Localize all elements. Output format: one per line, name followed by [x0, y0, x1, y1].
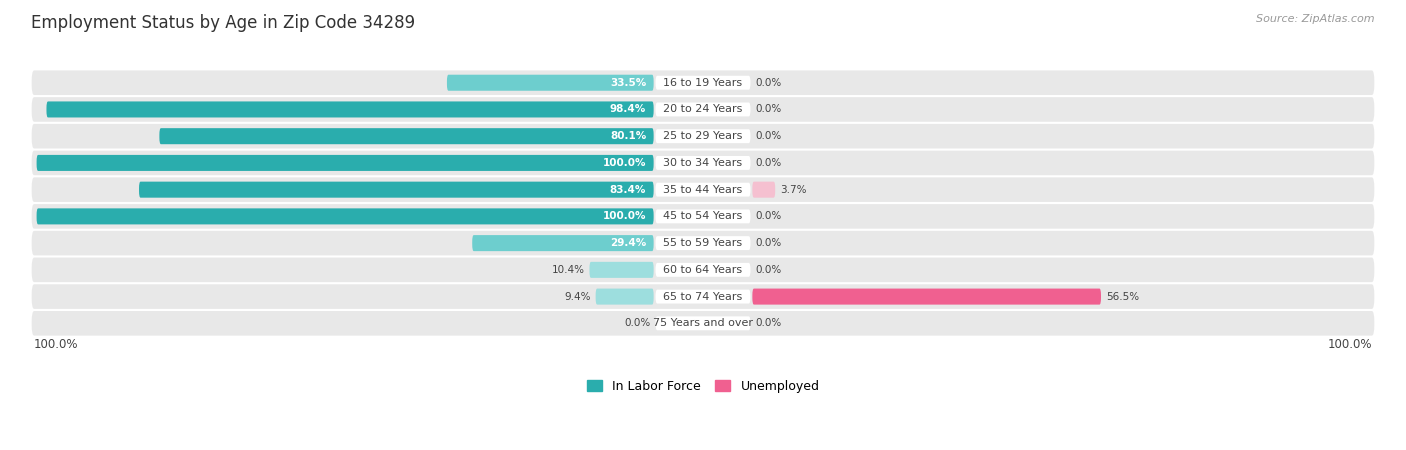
FancyBboxPatch shape	[37, 208, 654, 225]
Text: 100.0%: 100.0%	[1329, 338, 1372, 351]
Text: 65 to 74 Years: 65 to 74 Years	[664, 292, 742, 302]
FancyBboxPatch shape	[159, 128, 654, 144]
Text: 3.7%: 3.7%	[780, 184, 807, 195]
Text: 100.0%: 100.0%	[603, 158, 647, 168]
Text: 16 to 19 Years: 16 to 19 Years	[664, 78, 742, 88]
Text: 0.0%: 0.0%	[755, 131, 782, 141]
FancyBboxPatch shape	[655, 156, 751, 170]
FancyBboxPatch shape	[447, 75, 654, 91]
FancyBboxPatch shape	[655, 316, 751, 330]
Text: 0.0%: 0.0%	[755, 78, 782, 88]
Text: 100.0%: 100.0%	[34, 338, 77, 351]
Text: 100.0%: 100.0%	[603, 212, 647, 221]
FancyBboxPatch shape	[32, 71, 1374, 95]
Text: 9.4%: 9.4%	[564, 292, 591, 302]
Text: 56.5%: 56.5%	[1107, 292, 1139, 302]
Text: 25 to 29 Years: 25 to 29 Years	[664, 131, 742, 141]
Text: 0.0%: 0.0%	[755, 212, 782, 221]
Text: Employment Status by Age in Zip Code 34289: Employment Status by Age in Zip Code 342…	[31, 14, 415, 32]
FancyBboxPatch shape	[32, 231, 1374, 256]
Text: 35 to 44 Years: 35 to 44 Years	[664, 184, 742, 195]
Legend: In Labor Force, Unemployed: In Labor Force, Unemployed	[586, 380, 820, 393]
Text: 83.4%: 83.4%	[610, 184, 647, 195]
FancyBboxPatch shape	[655, 236, 751, 250]
FancyBboxPatch shape	[46, 101, 654, 117]
Text: 55 to 59 Years: 55 to 59 Years	[664, 238, 742, 248]
FancyBboxPatch shape	[32, 151, 1374, 175]
FancyBboxPatch shape	[655, 76, 751, 90]
Text: 0.0%: 0.0%	[755, 265, 782, 275]
FancyBboxPatch shape	[32, 204, 1374, 229]
FancyBboxPatch shape	[32, 177, 1374, 202]
Text: 0.0%: 0.0%	[755, 318, 782, 328]
Text: 75 Years and over: 75 Years and over	[652, 318, 754, 328]
Text: 0.0%: 0.0%	[755, 158, 782, 168]
Text: 45 to 54 Years: 45 to 54 Years	[664, 212, 742, 221]
Text: 33.5%: 33.5%	[610, 78, 647, 88]
Text: 0.0%: 0.0%	[624, 318, 651, 328]
FancyBboxPatch shape	[37, 155, 654, 171]
FancyBboxPatch shape	[32, 284, 1374, 309]
Text: 0.0%: 0.0%	[755, 104, 782, 114]
Text: 0.0%: 0.0%	[755, 238, 782, 248]
FancyBboxPatch shape	[32, 97, 1374, 122]
FancyBboxPatch shape	[139, 182, 654, 198]
FancyBboxPatch shape	[655, 129, 751, 143]
FancyBboxPatch shape	[32, 311, 1374, 336]
FancyBboxPatch shape	[32, 124, 1374, 148]
Text: 98.4%: 98.4%	[610, 104, 647, 114]
FancyBboxPatch shape	[655, 290, 751, 304]
Text: 20 to 24 Years: 20 to 24 Years	[664, 104, 742, 114]
FancyBboxPatch shape	[752, 288, 1101, 305]
FancyBboxPatch shape	[752, 182, 775, 198]
FancyBboxPatch shape	[589, 262, 654, 278]
FancyBboxPatch shape	[596, 288, 654, 305]
FancyBboxPatch shape	[472, 235, 654, 251]
Text: 80.1%: 80.1%	[610, 131, 647, 141]
Text: 10.4%: 10.4%	[551, 265, 585, 275]
Text: 60 to 64 Years: 60 to 64 Years	[664, 265, 742, 275]
FancyBboxPatch shape	[32, 257, 1374, 282]
Text: 29.4%: 29.4%	[610, 238, 647, 248]
FancyBboxPatch shape	[655, 263, 751, 277]
FancyBboxPatch shape	[655, 103, 751, 117]
FancyBboxPatch shape	[655, 183, 751, 197]
Text: 30 to 34 Years: 30 to 34 Years	[664, 158, 742, 168]
FancyBboxPatch shape	[655, 209, 751, 223]
Text: Source: ZipAtlas.com: Source: ZipAtlas.com	[1257, 14, 1375, 23]
